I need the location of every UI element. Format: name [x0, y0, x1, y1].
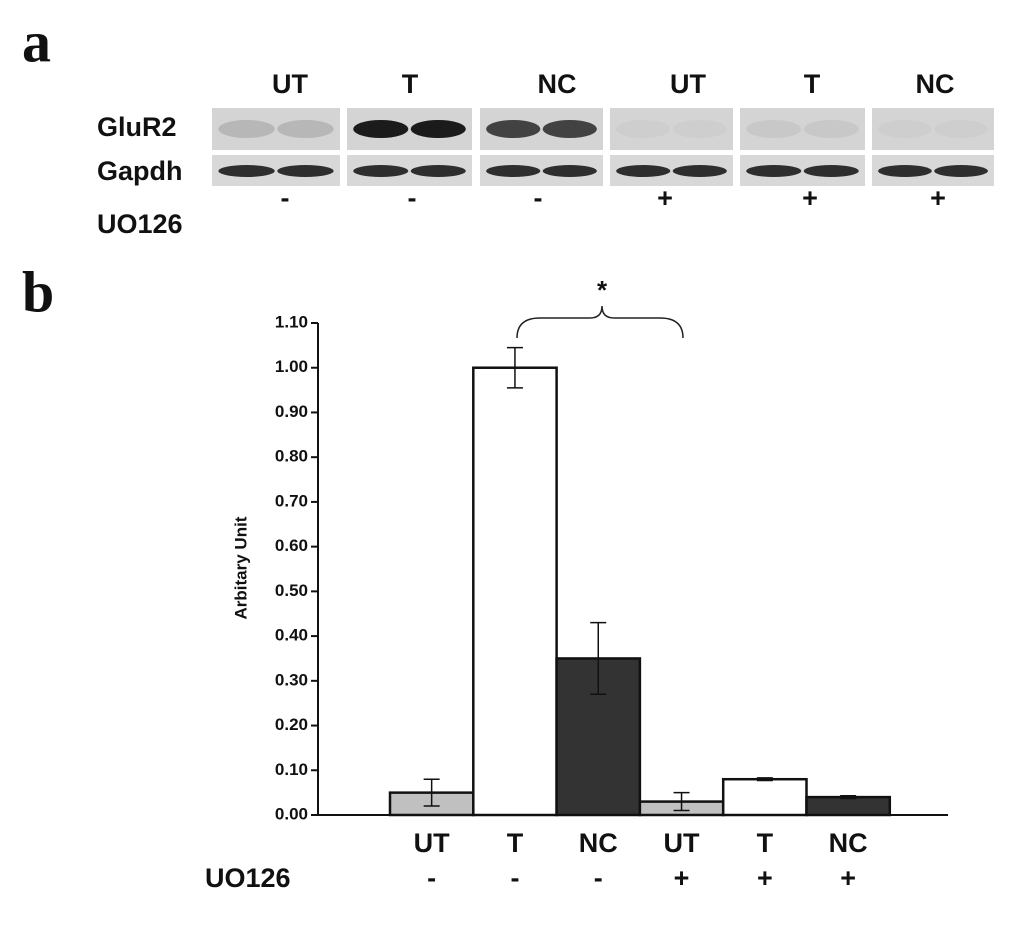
- treatment-sign: +: [657, 183, 673, 213]
- panel-label: a: [22, 9, 51, 74]
- error-bar: [756, 777, 773, 782]
- y-tick-label: 0.70: [275, 491, 308, 510]
- band: [878, 165, 932, 177]
- bar: [805, 795, 892, 817]
- treatment-sign: +: [674, 863, 690, 893]
- band: [542, 165, 597, 177]
- x-tick-label: UT: [414, 828, 450, 858]
- group-label: UT: [272, 69, 308, 99]
- y-tick-label: 0.80: [275, 447, 308, 466]
- band: [353, 120, 409, 138]
- y-tick-label: 0.50: [275, 581, 308, 600]
- band: [277, 165, 334, 177]
- y-tick-label: 0.60: [275, 536, 308, 555]
- treatment-sign: +: [802, 183, 818, 213]
- group-label: T: [402, 69, 419, 99]
- y-tick-label: 0.20: [275, 715, 308, 734]
- row-label: Gapdh: [97, 156, 183, 186]
- band: [218, 165, 275, 177]
- y-tick-label: 0.90: [275, 402, 308, 421]
- y-tick-label: 1.10: [275, 312, 308, 331]
- treatment-sign: +: [757, 863, 773, 893]
- blot-panel: [610, 108, 733, 150]
- y-tick-label: 1.00: [275, 357, 308, 376]
- x-tick-label: NC: [579, 828, 618, 858]
- treatment-sign: -: [281, 183, 290, 213]
- band: [746, 120, 802, 138]
- band: [934, 120, 988, 138]
- band: [803, 165, 859, 177]
- band: [616, 120, 670, 138]
- band: [410, 165, 466, 177]
- group-label: UT: [670, 69, 706, 99]
- band: [277, 120, 334, 138]
- treatment-sign: +: [930, 183, 946, 213]
- group-label: NC: [916, 69, 955, 99]
- x-tick-label: NC: [829, 828, 868, 858]
- error-bar: [840, 795, 857, 800]
- band: [218, 120, 275, 138]
- panel-label: b: [22, 259, 54, 324]
- band: [673, 120, 727, 138]
- band: [934, 165, 988, 177]
- band: [746, 165, 802, 177]
- treatment-sign: -: [510, 863, 519, 893]
- treatment-sign: -: [534, 183, 543, 213]
- treatment-sign: -: [427, 863, 436, 893]
- treatment-label: UO126: [205, 863, 291, 893]
- blot-panel: [872, 108, 994, 150]
- band: [878, 120, 932, 138]
- y-tick-label: 0.30: [275, 670, 308, 689]
- error-bar: [590, 621, 607, 695]
- blot-panel: [740, 108, 865, 150]
- band: [353, 165, 409, 177]
- treatment-sign: -: [594, 863, 603, 893]
- y-tick-label: 0.40: [275, 626, 308, 645]
- error-bar: [506, 346, 523, 389]
- y-tick-label: 0.10: [275, 760, 308, 779]
- row-label: GluR2: [97, 112, 177, 142]
- band: [486, 120, 541, 138]
- bar: [721, 777, 808, 817]
- error-bar: [673, 791, 690, 812]
- y-axis-label: Arbitary Unit: [231, 516, 250, 619]
- band: [410, 120, 466, 138]
- x-tick-label: T: [507, 828, 524, 858]
- y-tick-label: 0.00: [275, 804, 308, 823]
- error-bar: [423, 778, 440, 807]
- blot-panel: [212, 108, 340, 150]
- annotation: *: [597, 275, 608, 305]
- treatment-sign: +: [840, 863, 856, 893]
- band: [672, 165, 727, 177]
- treatment-label: UO126: [97, 209, 183, 239]
- bar: [472, 366, 558, 817]
- group-label: NC: [538, 69, 577, 99]
- band: [486, 165, 541, 177]
- band: [803, 120, 859, 138]
- x-tick-label: UT: [664, 828, 700, 858]
- band: [542, 120, 597, 138]
- band: [616, 165, 671, 177]
- group-label: T: [804, 69, 821, 99]
- treatment-sign: -: [408, 183, 417, 213]
- bracket: [516, 305, 684, 339]
- x-tick-label: T: [757, 828, 774, 858]
